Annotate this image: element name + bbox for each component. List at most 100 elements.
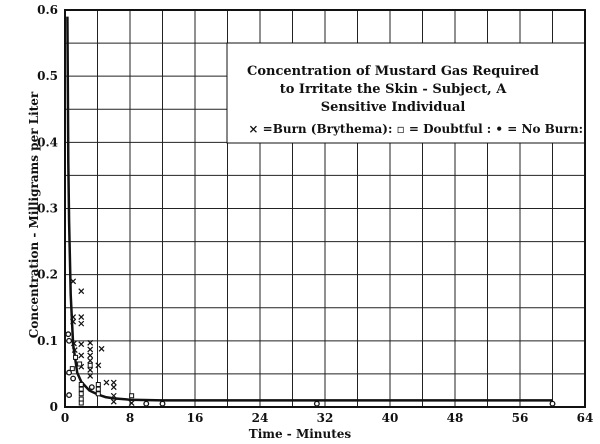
no-burn-point xyxy=(66,392,73,399)
y-tick-label: 0.1 xyxy=(37,334,58,348)
x-tick-label: 48 xyxy=(447,411,464,425)
x-tick-label: 8 xyxy=(126,411,134,425)
burn-mark-stroke xyxy=(110,392,117,399)
no-burn-point xyxy=(70,375,77,382)
burn-mark-stroke xyxy=(70,318,77,325)
burn-mark-stroke xyxy=(70,314,77,320)
chart-title-line-1: Concentration of Mustard Gas Required xyxy=(247,64,539,79)
doubtful-point xyxy=(95,386,101,392)
x-tick-label: 24 xyxy=(252,411,269,425)
burn-mark-stroke xyxy=(110,379,117,386)
y-tick-label: 0.2 xyxy=(37,268,58,282)
burn-point xyxy=(87,367,94,373)
plot-frame xyxy=(64,9,586,408)
burn-mark-stroke xyxy=(78,320,85,327)
fitted-curve xyxy=(66,16,553,402)
doubtful-point xyxy=(73,354,79,360)
burn-point xyxy=(71,347,78,354)
doubtful-point xyxy=(77,361,83,367)
no-burn-point xyxy=(159,400,166,407)
burn-point xyxy=(70,278,77,285)
doubtful-point xyxy=(78,400,84,406)
burn-mark-stroke xyxy=(71,340,77,347)
no-burn-point xyxy=(66,369,73,376)
burn-mark-stroke xyxy=(95,362,102,369)
burn-point xyxy=(78,341,85,348)
burn-mark-stroke xyxy=(78,288,85,295)
no-burn-point xyxy=(66,337,73,344)
y-axis-label: Concentration - Milligrams per Liter xyxy=(27,91,41,338)
chart-title-line-2: to Irritate the Skin - Subject, A xyxy=(280,82,508,97)
burn-mark-stroke xyxy=(87,372,94,379)
x-tick-label: 64 xyxy=(577,411,594,425)
no-burn-point xyxy=(313,400,320,407)
doubtful-point xyxy=(129,393,135,399)
burn-mark-stroke xyxy=(87,357,94,364)
x-tick-label: 56 xyxy=(512,411,529,425)
no-burn-point xyxy=(143,400,150,407)
data-points xyxy=(65,278,556,407)
burn-point xyxy=(87,339,94,346)
burn-point xyxy=(87,346,94,353)
burn-point xyxy=(87,352,94,359)
legend-box: Concentration of Mustard Gas Required to… xyxy=(226,42,586,144)
burn-mark-stroke xyxy=(78,352,85,359)
x-tick-label: 40 xyxy=(382,411,399,425)
doubtful-point xyxy=(95,391,101,397)
burn-point xyxy=(70,318,77,325)
y-tick-label: 0.3 xyxy=(37,202,58,216)
burn-mark-stroke xyxy=(70,278,77,285)
x-axis-label: Time - Minutes xyxy=(249,427,352,441)
burn-mark-stroke xyxy=(78,314,85,320)
burn-point xyxy=(71,340,77,347)
burn-mark-stroke xyxy=(110,384,117,391)
burn-point xyxy=(98,345,105,352)
burn-mark-stroke xyxy=(103,379,110,386)
burn-point xyxy=(78,320,85,327)
y-tick-label: 0.4 xyxy=(37,135,58,149)
doubtful-point xyxy=(95,382,101,388)
burn-point xyxy=(110,379,117,386)
y-tick-label: 0.5 xyxy=(37,69,58,83)
burn-mark-stroke xyxy=(87,367,94,373)
doubtful-point xyxy=(78,382,84,388)
burn-point xyxy=(78,352,85,359)
doubtful-point xyxy=(87,362,93,368)
burn-mark-stroke xyxy=(98,345,105,352)
burn-mark-stroke xyxy=(128,400,135,406)
burn-point xyxy=(78,314,85,320)
burn-point xyxy=(95,362,102,369)
burn-point xyxy=(128,400,135,406)
burn-point xyxy=(87,372,94,379)
chart-title-line-3: Sensitive Individual xyxy=(321,100,466,115)
burn-mark-stroke xyxy=(87,352,94,359)
burn-point xyxy=(103,379,110,386)
burn-mark-stroke xyxy=(87,339,94,346)
doubtful-point xyxy=(69,366,75,372)
legend-text: × =Burn (Brythema): ▫ = Doubtful : • = N… xyxy=(248,122,583,136)
burn-mark-stroke xyxy=(110,398,117,405)
burn-mark-stroke xyxy=(71,347,78,354)
burn-mark-stroke xyxy=(78,363,85,370)
burn-mark-stroke xyxy=(78,341,85,348)
burn-mark-stroke xyxy=(87,346,94,353)
y-tick-label: 0.6 xyxy=(37,3,58,17)
burn-point xyxy=(110,384,117,391)
tick-labels: 0 8 16 24 32 40 48 56 64 0 0.1 0.2 0.3 0.4 0.5 0.6 xyxy=(37,3,593,425)
doubtful-point xyxy=(78,396,84,402)
burn-point xyxy=(87,357,94,364)
burn-point xyxy=(70,314,77,320)
x-tick-label: 32 xyxy=(317,411,334,425)
burn-point xyxy=(78,288,85,295)
no-burn-point xyxy=(88,384,95,391)
x-tick-label: 16 xyxy=(187,411,204,425)
doubtful-point xyxy=(78,386,84,392)
y-tick-label: 0 xyxy=(50,400,58,414)
burn-point xyxy=(110,392,117,399)
doubtful-point xyxy=(78,391,84,397)
no-burn-point xyxy=(549,400,556,407)
burn-point xyxy=(110,398,117,405)
x-tick-label: 0 xyxy=(61,411,69,425)
no-burn-point xyxy=(65,331,72,338)
